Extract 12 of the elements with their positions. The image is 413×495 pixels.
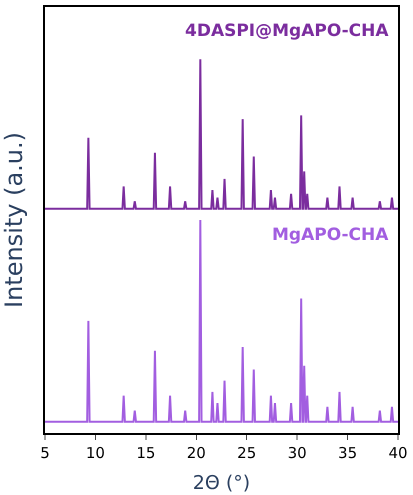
x-tick-label: 5 <box>40 444 50 462</box>
x-tick-label: 35 <box>338 444 358 462</box>
text: MgAPO-CHA <box>272 225 390 245</box>
x-tick-label: 20 <box>186 444 206 462</box>
series-label: 4DASPI@MgAPO-CHA <box>185 21 390 41</box>
y-axis-title: Intensity (a.u.) <box>0 132 28 308</box>
x-tick-label: 25 <box>237 444 256 462</box>
x-tick-label: 10 <box>86 444 105 462</box>
x-tick-label: 15 <box>136 444 156 462</box>
x-axis-title: 2Θ (°) <box>192 472 250 494</box>
x-tick-label: 30 <box>288 444 307 462</box>
x-tick-label: 40 <box>388 444 408 462</box>
